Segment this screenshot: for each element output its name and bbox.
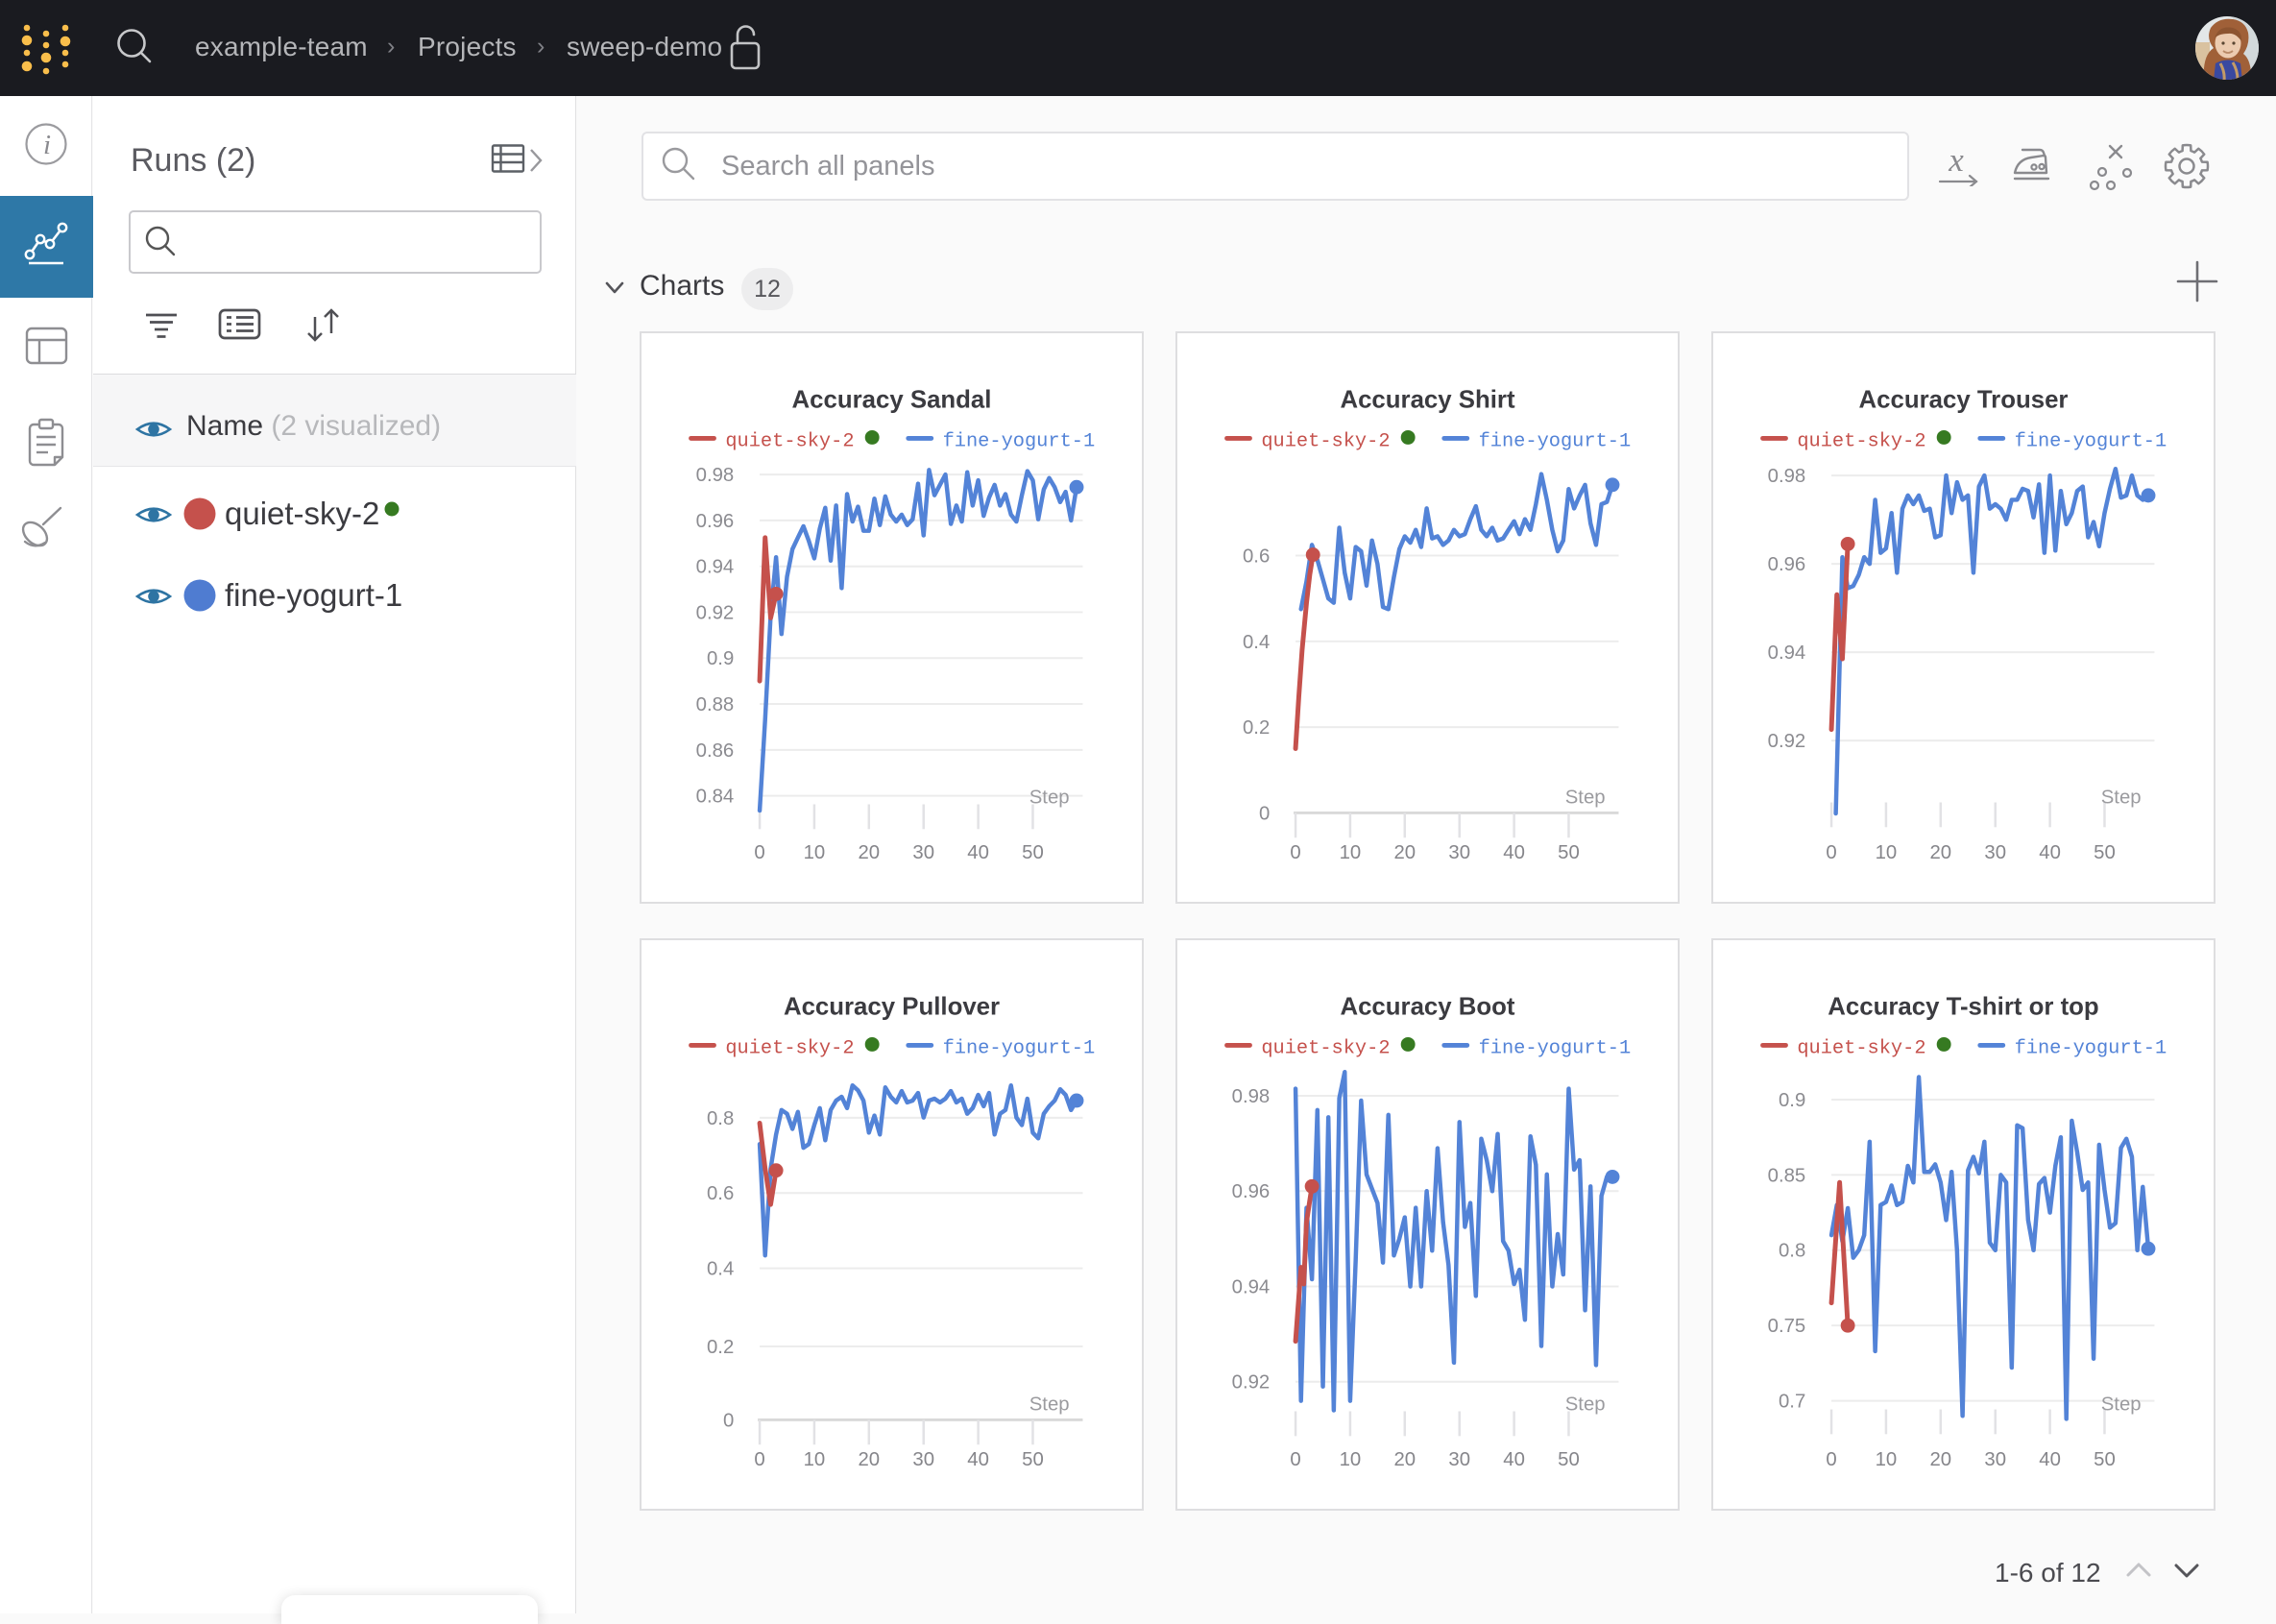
svg-text:20: 20 — [858, 1449, 880, 1470]
svg-text:0.85: 0.85 — [1768, 1165, 1806, 1186]
svg-text:0.4: 0.4 — [1243, 632, 1270, 653]
svg-text:30: 30 — [1448, 1449, 1470, 1470]
svg-text:0.4: 0.4 — [707, 1259, 734, 1280]
svg-text:0.96: 0.96 — [1768, 554, 1806, 575]
svg-text:0.8: 0.8 — [1779, 1241, 1805, 1262]
svg-text:0: 0 — [1290, 842, 1300, 863]
svg-text:0.98: 0.98 — [1232, 1086, 1271, 1107]
svg-text:20: 20 — [1393, 842, 1416, 863]
svg-text:50: 50 — [1022, 1449, 1044, 1470]
svg-text:0.94: 0.94 — [1768, 642, 1806, 664]
svg-text:0.84: 0.84 — [696, 787, 735, 808]
svg-text:0.88: 0.88 — [696, 694, 735, 715]
svg-text:0.75: 0.75 — [1768, 1316, 1806, 1337]
svg-text:0.86: 0.86 — [696, 740, 735, 762]
svg-text:0.9: 0.9 — [1779, 1090, 1805, 1111]
svg-text:40: 40 — [2039, 842, 2061, 863]
svg-text:30: 30 — [1448, 842, 1470, 863]
svg-text:0.96: 0.96 — [1232, 1181, 1271, 1202]
svg-text:30: 30 — [912, 1449, 934, 1470]
svg-text:Accuracy Shirt: Accuracy Shirt — [1340, 387, 1514, 414]
svg-text:0: 0 — [1290, 1449, 1300, 1470]
svg-text:0: 0 — [723, 1410, 734, 1431]
svg-text:0.6: 0.6 — [707, 1183, 734, 1204]
svg-text:20: 20 — [858, 842, 880, 863]
svg-text:0.92: 0.92 — [1768, 731, 1806, 752]
svg-text:Step: Step — [2101, 1394, 2142, 1416]
svg-text:0.9: 0.9 — [707, 648, 734, 669]
svg-text:0.8: 0.8 — [707, 1108, 734, 1129]
svg-text:10: 10 — [1340, 842, 1362, 863]
svg-text:quiet-sky-2: quiet-sky-2 — [725, 1037, 854, 1059]
svg-text:30: 30 — [1984, 1449, 2006, 1470]
svg-text:Step: Step — [1029, 788, 1070, 809]
svg-text:40: 40 — [967, 842, 989, 863]
svg-text:0.6: 0.6 — [1243, 545, 1270, 567]
svg-text:fine-yogurt-1: fine-yogurt-1 — [1479, 1037, 1632, 1059]
svg-text:10: 10 — [804, 1449, 826, 1470]
svg-text:0.2: 0.2 — [707, 1337, 734, 1358]
svg-text:fine-yogurt-1: fine-yogurt-1 — [1479, 430, 1632, 452]
svg-text:0.92: 0.92 — [1232, 1372, 1271, 1394]
svg-text:0.94: 0.94 — [1232, 1276, 1271, 1297]
svg-text:fine-yogurt-1: fine-yogurt-1 — [943, 430, 1096, 452]
svg-text:0.96: 0.96 — [696, 511, 735, 532]
svg-text:10: 10 — [1340, 1449, 1362, 1470]
svg-text:30: 30 — [912, 842, 934, 863]
svg-text:50: 50 — [1022, 842, 1044, 863]
svg-text:0: 0 — [754, 1449, 764, 1470]
svg-text:quiet-sky-2: quiet-sky-2 — [1797, 1037, 1925, 1059]
svg-text:x: x — [1948, 144, 1964, 179]
svg-text:0.2: 0.2 — [1243, 717, 1270, 739]
svg-text:Step: Step — [1029, 1394, 1070, 1416]
svg-text:quiet-sky-2: quiet-sky-2 — [1261, 430, 1390, 452]
svg-text:Accuracy Sandal: Accuracy Sandal — [792, 387, 992, 414]
svg-text:50: 50 — [2094, 1449, 2116, 1470]
svg-text:50: 50 — [1558, 1449, 1580, 1470]
svg-text:20: 20 — [1929, 842, 1951, 863]
svg-text:Accuracy Boot: Accuracy Boot — [1340, 994, 1514, 1021]
svg-text:50: 50 — [1558, 842, 1580, 863]
svg-text:10: 10 — [804, 842, 826, 863]
svg-text:0.98: 0.98 — [696, 465, 735, 486]
svg-text:0: 0 — [1826, 1449, 1836, 1470]
svg-text:0: 0 — [1259, 803, 1270, 824]
svg-text:40: 40 — [967, 1449, 989, 1470]
svg-text:40: 40 — [1503, 1449, 1525, 1470]
svg-text:0: 0 — [1826, 842, 1836, 863]
svg-text:fine-yogurt-1: fine-yogurt-1 — [2015, 1037, 2167, 1059]
svg-text:Step: Step — [2101, 788, 2142, 809]
svg-text:0.7: 0.7 — [1779, 1392, 1805, 1413]
svg-text:0: 0 — [754, 842, 764, 863]
svg-text:quiet-sky-2: quiet-sky-2 — [1261, 1037, 1390, 1059]
svg-text:40: 40 — [1503, 842, 1525, 863]
svg-text:quiet-sky-2: quiet-sky-2 — [1797, 430, 1925, 452]
svg-text:Accuracy Trouser: Accuracy Trouser — [1859, 387, 2069, 414]
svg-text:10: 10 — [1876, 1449, 1898, 1470]
svg-text:i: i — [43, 130, 51, 160]
svg-text:Step: Step — [1565, 1394, 1606, 1416]
svg-text:50: 50 — [2094, 842, 2116, 863]
svg-text:0.94: 0.94 — [696, 557, 735, 578]
svg-text:quiet-sky-2: quiet-sky-2 — [725, 430, 854, 452]
svg-text:Accuracy Pullover: Accuracy Pullover — [784, 994, 1000, 1021]
svg-text:fine-yogurt-1: fine-yogurt-1 — [943, 1037, 1096, 1059]
svg-text:40: 40 — [2039, 1449, 2061, 1470]
svg-text:0.92: 0.92 — [696, 602, 735, 623]
svg-text:10: 10 — [1876, 842, 1898, 863]
svg-text:Step: Step — [1565, 788, 1606, 809]
svg-text:30: 30 — [1984, 842, 2006, 863]
svg-text:20: 20 — [1929, 1449, 1951, 1470]
svg-text:0.98: 0.98 — [1768, 466, 1806, 487]
svg-text:Accuracy T-shirt or top: Accuracy T-shirt or top — [1828, 994, 2098, 1021]
svg-text:20: 20 — [1393, 1449, 1416, 1470]
svg-text:fine-yogurt-1: fine-yogurt-1 — [2015, 430, 2167, 452]
